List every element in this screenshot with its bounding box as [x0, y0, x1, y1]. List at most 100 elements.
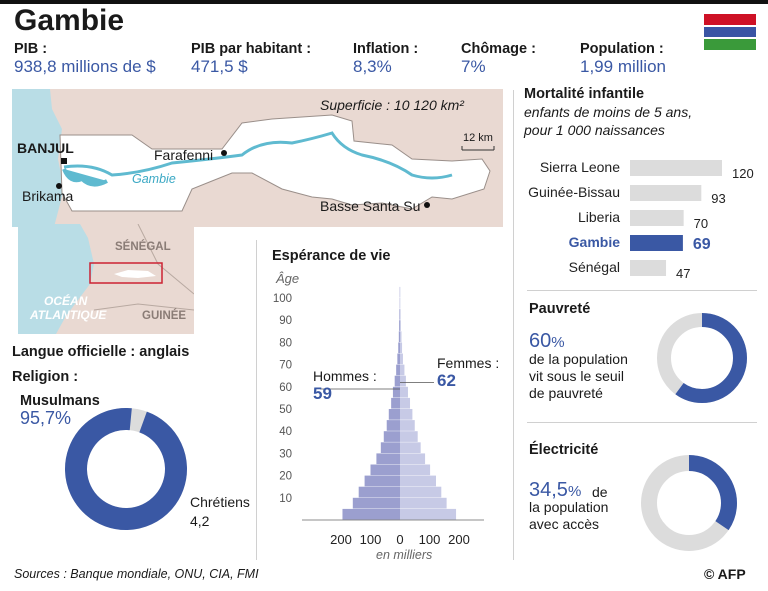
electricity-value: 34,5% [529, 479, 581, 502]
inset-map: SÉNÉGAL OCÉAN ATLANTIQUE GUINÉE [18, 223, 195, 334]
pyramid-bar-women [400, 331, 402, 342]
x-tick-label: 0 [396, 532, 403, 547]
pyramid-bar-men [364, 475, 400, 487]
bar [630, 160, 722, 176]
stat-value: 1,99 [580, 57, 614, 76]
pyramid-bar-men [399, 309, 400, 320]
age-tick-label: 100 [273, 293, 292, 305]
bar-label: Liberia [578, 209, 620, 225]
pyramid-chart: 10 20 30 40 50 60 70 80 90 100 200 100 0 100 200 [262, 286, 512, 558]
age-tick-label: 90 [279, 315, 292, 327]
bar-label: Sierra Leone [540, 159, 620, 175]
separator [527, 290, 757, 291]
x-tick-label: 100 [419, 532, 441, 547]
donut-slice [641, 455, 737, 551]
stat-label: Chômage : [461, 41, 536, 57]
separator [527, 422, 757, 423]
pyramid-bar-men [358, 486, 400, 498]
pyramid-bar-women [400, 442, 421, 453]
pyramid-bar-women [400, 353, 403, 365]
poverty-text: vit sous le seuil [529, 368, 624, 384]
electricity-text: de [592, 484, 608, 500]
pyramid-bar-men [370, 464, 400, 476]
age-tick-label: 80 [279, 337, 292, 349]
separator [513, 90, 514, 560]
bar-value: 120 [732, 166, 754, 181]
city-basse: Basse Santa Su [320, 198, 421, 214]
electricity-text: la population [529, 499, 609, 515]
pyramid-bar-men [380, 442, 400, 453]
inset-label-guinee: GUINÉE [142, 310, 187, 322]
stat-value: 471,5 [191, 57, 234, 76]
stat-inflation: Inflation : 8,3% [353, 41, 418, 77]
stat-label: PIB par habitant : [191, 41, 312, 57]
poverty-title: Pauvreté [529, 301, 591, 317]
electricity-title: Électricité [529, 442, 599, 458]
bar-value: 93 [711, 191, 725, 206]
age-tick-label: 10 [279, 493, 292, 505]
muslims-label: Musulmans [20, 393, 100, 409]
pyramid-bar-men [399, 320, 400, 331]
bar-value: 47 [676, 266, 690, 281]
pyramid-bar-women [400, 497, 447, 509]
donut-slice [65, 408, 187, 530]
poverty-value: 60% [529, 330, 565, 353]
language-label: Langue officielle : anglais [12, 344, 190, 360]
pyramid-xlabel: en milliers [376, 548, 433, 562]
stat-population: Population : 1,99 million [580, 41, 666, 77]
poverty-number: 60 [529, 330, 552, 352]
pyramid-bar-men [397, 353, 400, 365]
men-value: 59 [313, 384, 332, 403]
electricity-donut [640, 454, 738, 552]
pyramid-bar-men [342, 508, 400, 520]
electricity-number: 34,5 [529, 479, 568, 501]
x-tick-label: 200 [330, 532, 352, 547]
pyramid-bar-men [388, 409, 400, 420]
age-tick-label: 60 [279, 382, 292, 394]
christians-label: Chrétiens [190, 494, 250, 510]
inset-label-ocean: OCÉAN [44, 294, 88, 308]
pyramid-bar-men [396, 364, 400, 376]
city-banjul: BANJUL [17, 140, 74, 156]
pyramid-bar-men [394, 375, 400, 387]
bar-label: Guinée-Bissau [528, 184, 620, 200]
bar-label: Gambie [569, 234, 621, 250]
stat-unit: millions de $ [56, 57, 156, 76]
pyramid-bar-women [400, 386, 408, 398]
stat-value: 938,8 [14, 57, 57, 76]
pyramid-bar-women [400, 486, 442, 498]
stat-label: Population : [580, 41, 664, 57]
pyramid-bar-men [398, 331, 400, 342]
stat-value: 8,3% [353, 57, 392, 76]
pyramid-bar-women [400, 342, 403, 354]
pyramid-bar-men [398, 342, 400, 354]
bar-value: 70 [694, 216, 708, 231]
pyramid-bar-women [400, 320, 401, 331]
city-farafenni: Farafenni [154, 147, 214, 163]
pyramid-bar-women [400, 309, 401, 320]
age-tick-label: 30 [279, 448, 292, 460]
stat-pib: PIB : 938,8 millions de $ [14, 41, 156, 77]
bar [630, 260, 667, 276]
pyramid-yaxis-label: Âge [276, 271, 300, 286]
pyramid-bar-men [383, 431, 400, 442]
electricity-text: avec accès [529, 516, 600, 532]
mortality-chart: Sierra Leone 120 Guinée-Bissau 93 Liberia 70 G… [512, 152, 768, 282]
afp-credit: © AFP [704, 566, 746, 582]
stat-unit: million [613, 57, 666, 76]
mortality-subtitle: enfants de moins de 5 ans, [524, 104, 693, 120]
pyramid-bar-women [400, 397, 411, 409]
stat-label: PIB : [14, 41, 48, 57]
separator [256, 240, 257, 560]
top-rule [0, 0, 768, 4]
women-label: Femmes : [437, 355, 500, 371]
gambia-map: Superficie : 10 120 km² 12 km BANJUL Bri… [12, 89, 503, 227]
stat-value: 7% [461, 57, 486, 76]
sources: Sources : Banque mondiale, ONU, CIA, FMI [14, 567, 259, 581]
age-tick-label: 20 [279, 471, 292, 483]
scale-label: 12 km [463, 132, 493, 144]
pyramid-bar-men [352, 497, 400, 509]
pyramid-bar-women [400, 508, 457, 520]
muslims-value: 95,7% [20, 408, 72, 428]
bar-value: 69 [693, 236, 711, 253]
